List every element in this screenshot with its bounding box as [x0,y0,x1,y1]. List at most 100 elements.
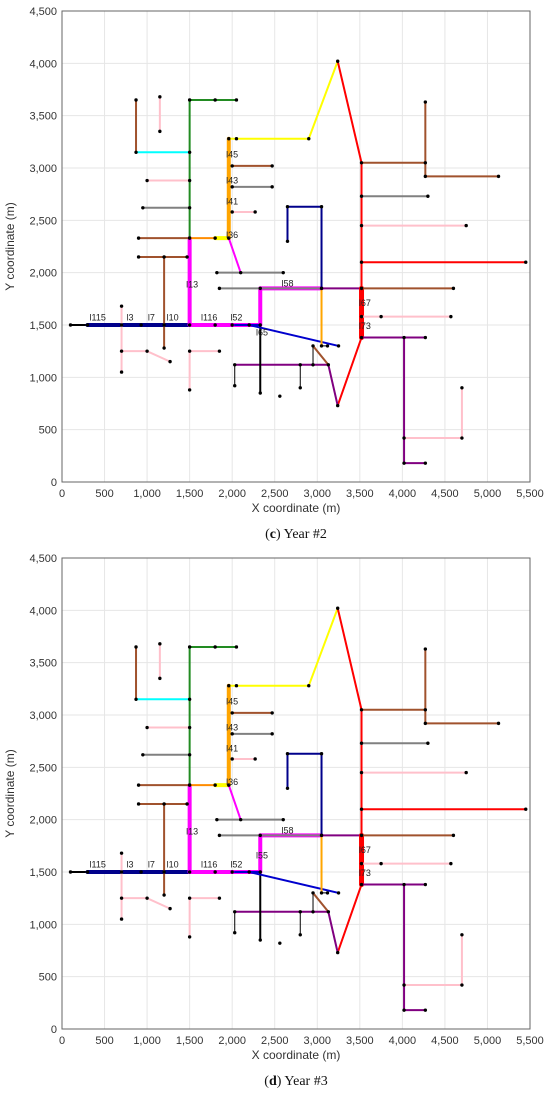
x-tick-label: 2,000 [218,488,246,500]
x-tick-label: 1,000 [133,1035,161,1047]
x-tick-label: 3,000 [304,488,332,500]
y-tick-label: 0 [51,1024,57,1036]
pipe-label: l52 [230,859,242,869]
junction-node [460,436,464,440]
junction-node [336,344,341,348]
y-axis-label: Y coordinate (m) [3,202,17,290]
pipe-label: l10 [167,312,179,322]
x-tick-label: 3,500 [346,1035,374,1047]
pipe-label: l73 [359,868,371,878]
junction-node [68,870,73,874]
pipe-label: l45 [226,150,238,160]
junction-node [158,95,162,99]
junction-node [423,461,428,465]
x-tick-label: 0 [59,1035,65,1047]
junction-node [423,174,428,179]
junction-node [136,236,141,240]
pipe [146,350,172,363]
pipes [69,60,527,465]
junction-node [230,185,234,189]
junction-node [311,891,315,895]
x-tick-label: 500 [95,1035,113,1047]
junction-node [335,950,340,955]
junction-node [187,783,192,787]
junction-node [162,802,166,806]
junction-node [379,861,383,866]
junction-node [460,933,464,937]
junction-node [298,910,302,914]
junction-node [258,323,262,327]
junction-node [307,683,311,688]
junction-node [119,323,124,327]
junction-node [215,270,219,275]
junction-node [247,323,251,327]
pipe-label: l41 [226,744,238,754]
junction-node [253,757,257,761]
junction-node [158,676,162,681]
junction-node [145,178,149,183]
junction-node [496,174,501,179]
junction-node [524,807,528,811]
pipe [336,607,363,711]
x-tick-label: 1,000 [133,488,161,500]
pipe-label: l55 [256,850,268,860]
pipe-label: l13 [186,826,198,836]
pipe-label: l45 [226,697,238,707]
pipe-label: l36 [226,230,238,240]
junction-node [145,896,149,900]
y-tick-label: 2,000 [29,815,57,827]
junction-node [359,286,364,291]
y-tick-label: 2,000 [29,268,57,280]
junction-node [326,910,331,914]
nodes [68,59,528,465]
junction-node [234,645,239,649]
axes-frame [61,10,531,483]
junction-node [136,783,141,787]
junction-node [227,783,231,787]
junction-node [423,882,428,887]
x-tick-label: 3,000 [304,1035,332,1047]
junction-node [145,349,149,353]
junction-node [217,896,222,900]
junction-node [359,335,364,340]
junction-node [258,938,262,942]
junction-node [335,59,340,63]
junction-node [402,436,406,440]
caption-close-paren: ) [277,1074,285,1089]
junction-node [187,725,192,730]
junction-node [187,178,192,183]
pipe [146,897,172,910]
junction-node [162,255,166,259]
pipe-label: l10 [167,859,179,869]
pipe-label: l65 [256,327,268,337]
pipe-label: l3 [127,859,134,869]
junction-node [230,210,234,214]
panel-caption: (c) Year #2 [265,527,327,542]
junction-node [270,732,274,736]
junction-node [233,384,237,388]
y-axis-label: Y coordinate (m) [3,749,17,837]
junction-node [213,98,217,102]
y-tick-label: 4,000 [29,58,57,70]
pipe-label: l41 [226,197,238,207]
x-tick-label: 4,500 [431,488,459,500]
junction-node [187,98,192,102]
junction-node [258,870,262,874]
junction-node [270,185,274,189]
pipe [248,871,340,894]
junction-node [319,344,324,348]
junction-node [119,304,124,308]
junction-node [119,370,124,374]
plot-area [62,558,530,1029]
junction-node [234,683,239,688]
junction-node [217,833,222,838]
x-tick-label: 4,000 [389,488,417,500]
caption-open-paren: ( [264,1074,269,1089]
junction-node [136,255,141,259]
junction-node [187,753,192,757]
pipe [336,336,363,407]
junction-node [402,335,406,340]
x-tick-label: 0 [59,488,65,500]
junction-node [187,323,192,327]
x-tick-label: 2,000 [218,1035,246,1047]
